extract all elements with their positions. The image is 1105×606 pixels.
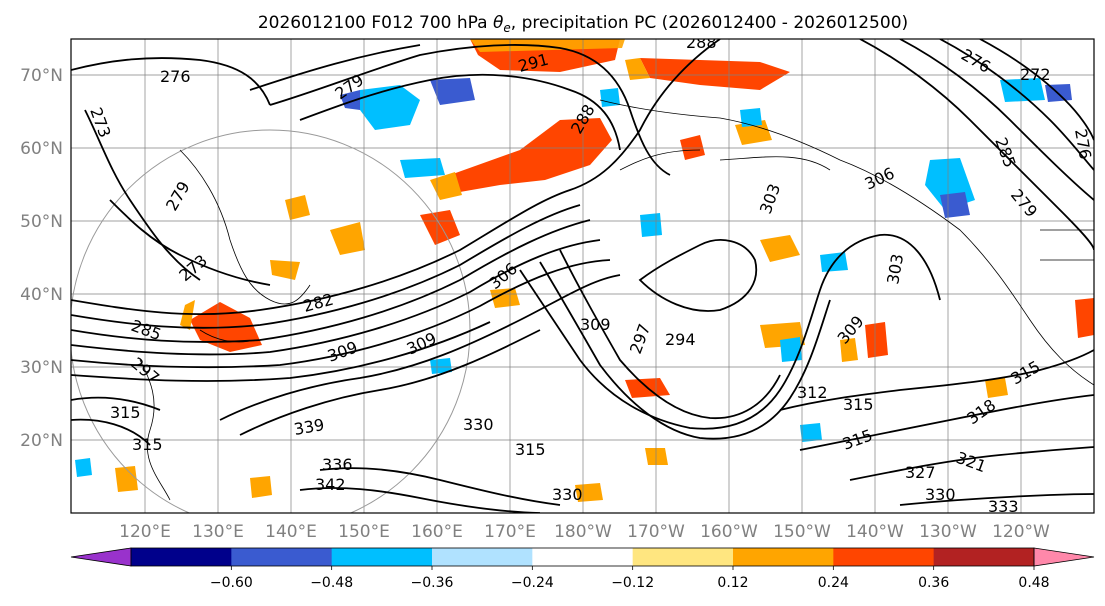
map-panel: 276 273 279 273 285 282 297 315 315 279 … (70, 33, 1095, 516)
colorbar-segment (632, 548, 734, 566)
lon-label: 140°E (265, 522, 317, 542)
colorbar-tick-label: 0.48 (1018, 575, 1049, 591)
contour-label: 333 (988, 497, 1019, 516)
colorbar-frame (130, 547, 1035, 567)
colorbar-segment (733, 548, 834, 566)
lat-label: 50°N (20, 212, 63, 232)
contour-label: 294 (665, 330, 696, 349)
colorbar-extend-low (70, 547, 132, 567)
colorbar-segment (933, 548, 1035, 566)
contour-label: 312 (797, 383, 828, 402)
latitude-labels: 70°N 60°N 50°N 40°N 30°N 20°N (20, 66, 63, 451)
contour-label: 330 (925, 485, 956, 504)
contour-label: 315 (132, 435, 163, 454)
contour-label: 336 (322, 455, 353, 474)
lon-label: 170°E (484, 522, 536, 542)
lon-label: 130°W (919, 522, 977, 542)
contour-label: 330 (552, 485, 583, 504)
contour-label: 309 (580, 315, 611, 334)
lon-label: 130°E (192, 522, 244, 542)
coastlines (139, 99, 1094, 501)
lon-label: 150°E (338, 522, 390, 542)
lat-label: 30°N (20, 358, 63, 378)
theta-e-contours (71, 39, 1094, 513)
precip-shading (75, 39, 1094, 502)
contour-label: 276 (1071, 127, 1095, 160)
lon-label: 160°W (700, 522, 758, 542)
colorbar-tick-label: 0.36 (918, 575, 949, 591)
contour-label: 315 (110, 403, 141, 422)
contour-label: 276 (160, 67, 191, 86)
colorbar-segments (70, 547, 1095, 567)
colorbar-tick-label: −0.24 (511, 575, 554, 591)
colorbar-tick-label: −0.48 (310, 575, 353, 591)
colorbar-segment (331, 548, 433, 566)
colorbar: −0.60 −0.48 −0.36 −0.24 −0.12 0.12 0.24 0.36 0.4… (70, 547, 1095, 591)
contour-label: 288 (686, 33, 717, 52)
lat-label: 70°N (20, 66, 63, 86)
map-title: 2026012100 F012 700 hPa θe, precipitatio… (258, 13, 908, 35)
longitude-labels: 120°E 130°E 140°E 150°E 160°E 170°E 180°… (119, 522, 1050, 542)
lon-label: 180°W (554, 522, 612, 542)
lon-label: 120°E (119, 522, 171, 542)
colorbar-tick-label: −0.36 (411, 575, 454, 591)
contour-labels: 276 273 279 273 285 282 297 315 315 279 … (86, 33, 1095, 516)
contour-label: 272 (1020, 65, 1051, 84)
colorbar-tick-label: 0.24 (818, 575, 849, 591)
contour-label: 315 (515, 440, 546, 459)
colorbar-segment (231, 548, 333, 566)
colorbar-segment (532, 548, 634, 566)
colorbar-tick-label: −0.12 (611, 575, 654, 591)
lon-label: 140°W (846, 522, 904, 542)
colorbar-tick-label: −0.60 (210, 575, 253, 591)
colorbar-segment (432, 548, 533, 566)
colorbar-segment (833, 548, 935, 566)
contour-label: 315 (843, 395, 874, 414)
lon-label: 120°W (992, 522, 1050, 542)
lat-label: 60°N (20, 139, 63, 159)
lat-label: 40°N (20, 285, 63, 305)
contour-label: 330 (463, 415, 494, 434)
lon-label: 150°W (773, 522, 831, 542)
contour-label: 327 (905, 463, 936, 482)
colorbar-extend-high (1033, 547, 1095, 567)
lon-label: 160°E (411, 522, 463, 542)
colorbar-ticks: −0.60 −0.48 −0.36 −0.24 −0.12 0.12 0.24 0.36 0.4… (210, 566, 1050, 591)
contour-label: 342 (315, 475, 346, 494)
colorbar-segment (131, 548, 232, 566)
colorbar-tick-label: 0.12 (717, 575, 748, 591)
lon-label: 170°W (627, 522, 685, 542)
lat-label: 20°N (20, 431, 63, 451)
